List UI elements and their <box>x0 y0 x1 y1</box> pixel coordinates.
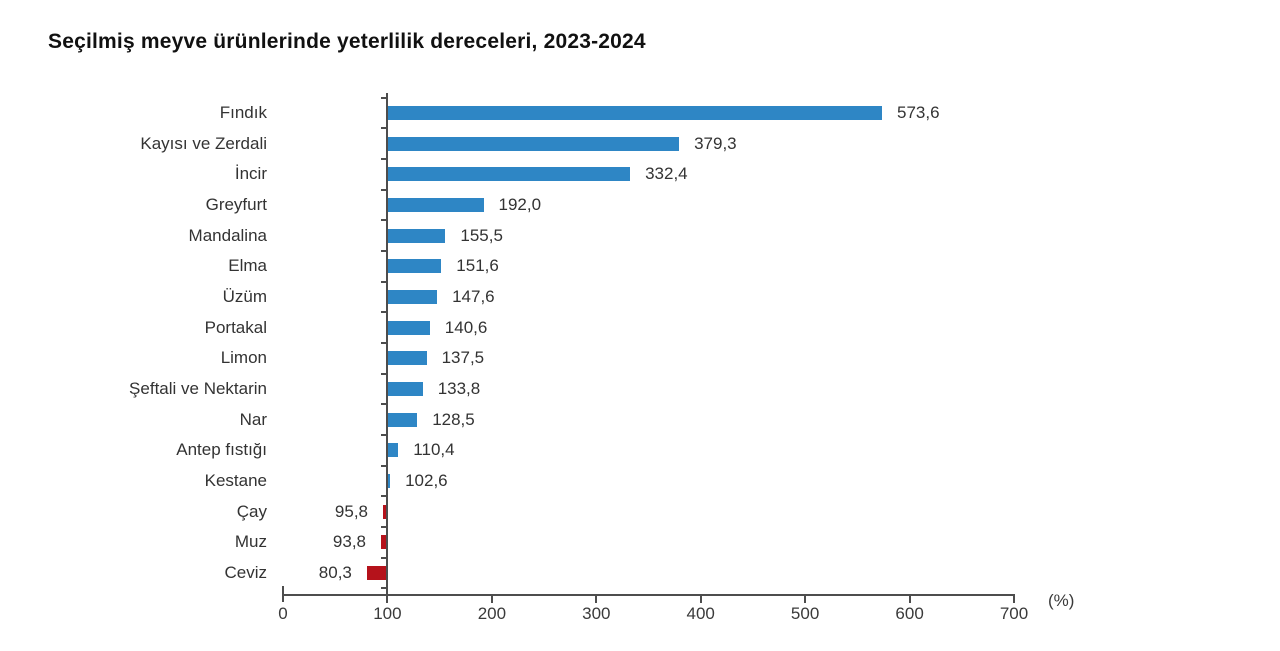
category-label: İncir <box>234 164 267 184</box>
value-label: 151,6 <box>456 256 499 276</box>
category-label: Çay <box>236 501 267 521</box>
baseline-tick <box>381 188 387 191</box>
bar-below-baseline <box>383 504 388 519</box>
bar-above-baseline <box>387 443 399 458</box>
value-label: 155,5 <box>460 225 503 245</box>
x-axis-tick <box>282 586 284 602</box>
baseline-tick <box>381 127 387 130</box>
x-axis-tick <box>490 596 493 603</box>
baseline-tick <box>381 96 387 99</box>
baseline-tick <box>381 280 387 283</box>
category-label: Muz <box>234 532 267 552</box>
x-axis-tick-label: 100 <box>373 604 402 623</box>
baseline-tick <box>381 495 387 498</box>
value-label: 379,3 <box>694 133 737 153</box>
bar-above-baseline <box>387 290 438 305</box>
value-label: 80,3 <box>318 563 352 583</box>
value-label: 102,6 <box>405 471 448 491</box>
bar-above-baseline <box>387 259 442 274</box>
chart-title: Seçilmiş meyve ürünlerinde yeterlilik de… <box>48 30 646 53</box>
category-label: Portakal <box>204 317 267 337</box>
baseline-tick <box>381 250 387 252</box>
baseline-tick <box>381 219 387 222</box>
value-label: 332,4 <box>645 164 688 184</box>
value-label: 110,4 <box>413 440 455 460</box>
category-label: Kayısı ve Zerdali <box>140 133 267 153</box>
baseline-tick <box>381 556 387 559</box>
value-label: 140,6 <box>444 317 488 337</box>
x-axis-tick <box>908 596 911 603</box>
bar-above-baseline <box>387 198 484 212</box>
bar-below-baseline <box>366 566 388 581</box>
category-label: Limon <box>220 348 267 368</box>
x-axis-tick-label: 600 <box>895 604 924 623</box>
x-axis-tick-label: 0 <box>278 604 288 623</box>
baseline-tick <box>381 372 387 375</box>
baseline-tick <box>381 342 387 344</box>
category-label: Şeftali ve Nektarin <box>129 379 267 399</box>
category-label: Ceviz <box>224 563 267 583</box>
x-axis-tick-label: 200 <box>477 604 507 623</box>
bar-above-baseline <box>387 382 423 397</box>
category-label: Fındık <box>219 103 267 122</box>
bar-above-baseline <box>387 106 883 120</box>
baseline-tick <box>381 403 387 406</box>
x-axis-tick-label: 500 <box>790 604 820 623</box>
bar-above-baseline <box>387 412 418 427</box>
category-label: Üzüm <box>222 287 267 307</box>
baseline-tick <box>381 464 387 467</box>
x-axis-tick-label: 400 <box>686 604 715 623</box>
category-label: Kestane <box>204 471 267 491</box>
value-label: 128,5 <box>432 409 475 429</box>
bar-above-baseline <box>387 167 631 182</box>
x-axis-tick <box>1013 596 1015 603</box>
bar-above-baseline <box>387 351 427 366</box>
x-axis-tick-label: 300 <box>582 604 611 623</box>
value-label: 133,8 <box>437 379 481 399</box>
bar-below-baseline <box>381 535 388 550</box>
baseline-tick <box>381 587 387 590</box>
bar-above-baseline <box>387 136 680 151</box>
bar-above-baseline <box>387 474 391 489</box>
x-axis-line <box>282 594 1015 596</box>
x-axis-tick <box>386 596 389 603</box>
x-axis-tick <box>699 596 702 603</box>
value-label: 93,8 <box>332 532 366 552</box>
category-label: Antep fıstığı <box>176 440 267 460</box>
x-axis-tick-label: 700 <box>999 604 1029 623</box>
category-label: Greyfurt <box>205 195 267 214</box>
value-label: 137,5 <box>441 348 485 368</box>
category-label: Nar <box>239 409 267 429</box>
bar-above-baseline <box>387 320 430 335</box>
bar-above-baseline <box>387 228 446 243</box>
value-label: 147,6 <box>452 287 495 307</box>
x-axis-unit-label: (%) <box>1048 591 1075 610</box>
value-label: 573,6 <box>897 103 940 122</box>
x-axis-tick <box>804 596 807 603</box>
baseline-tick <box>381 526 387 528</box>
category-label: Mandalina <box>188 225 267 245</box>
x-axis-tick <box>595 596 598 603</box>
value-label: 192,0 <box>498 195 542 214</box>
baseline-tick <box>381 311 387 314</box>
category-label: Elma <box>228 256 267 276</box>
baseline-tick <box>381 434 387 436</box>
value-label: 95,8 <box>334 501 368 521</box>
baseline-tick <box>381 158 387 160</box>
baseline-axis-line <box>386 93 389 596</box>
